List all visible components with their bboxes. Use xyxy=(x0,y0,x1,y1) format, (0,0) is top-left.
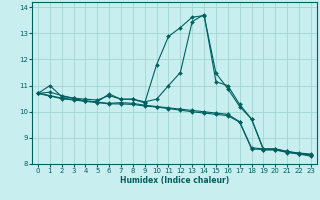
X-axis label: Humidex (Indice chaleur): Humidex (Indice chaleur) xyxy=(120,176,229,185)
